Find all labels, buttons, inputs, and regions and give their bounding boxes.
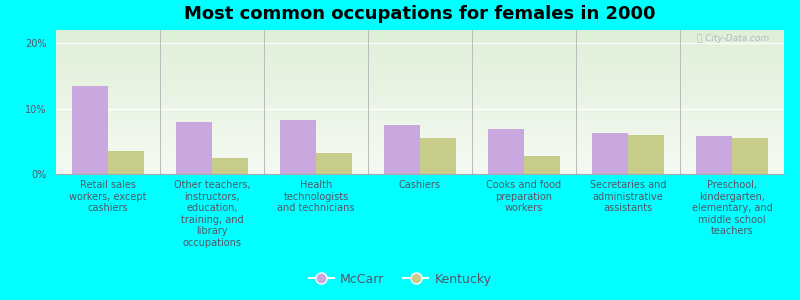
Legend: McCarr, Kentucky: McCarr, Kentucky (304, 268, 496, 291)
Bar (696, 136, 732, 174)
Text: Cashiers: Cashiers (399, 180, 441, 190)
Text: ⓘ City-Data.com: ⓘ City-Data.com (697, 34, 770, 43)
Text: Secretaries and
administrative
assistants: Secretaries and administrative assistant… (590, 180, 666, 213)
Bar (488, 130, 524, 174)
Bar (592, 134, 628, 174)
Text: Other teachers,
instructors,
education,
training, and
library
occupations: Other teachers, instructors, education, … (174, 180, 250, 248)
Bar (628, 135, 664, 174)
Text: Cooks and food
preparation
workers: Cooks and food preparation workers (486, 180, 562, 213)
Bar (316, 153, 352, 174)
Bar (280, 120, 316, 174)
Text: Health
technologists
and technicians: Health technologists and technicians (278, 180, 354, 213)
Bar (524, 156, 560, 174)
Bar (732, 138, 768, 174)
Bar (176, 122, 212, 174)
Bar (72, 85, 108, 174)
Bar (420, 138, 456, 174)
Text: Retail sales
workers, except
cashiers: Retail sales workers, except cashiers (70, 180, 146, 213)
Bar (108, 151, 145, 174)
Bar (384, 125, 420, 174)
Text: Preschool,
kindergarten,
elementary, and
middle school
teachers: Preschool, kindergarten, elementary, and… (692, 180, 772, 236)
Bar (212, 158, 248, 174)
Title: Most common occupations for females in 2000: Most common occupations for females in 2… (184, 5, 656, 23)
